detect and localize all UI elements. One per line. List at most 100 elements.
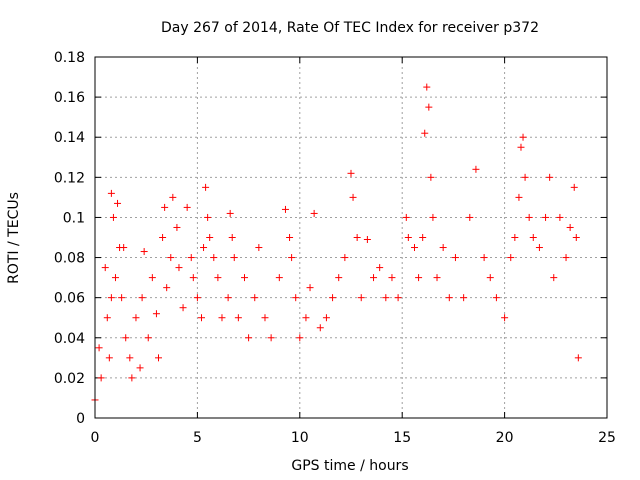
data-point xyxy=(210,254,218,262)
data-point xyxy=(466,213,474,221)
data-point xyxy=(267,334,275,342)
y-axis-label: ROTI / TECUs xyxy=(6,192,22,284)
data-point xyxy=(128,374,136,382)
data-point xyxy=(109,213,117,221)
data-point xyxy=(132,314,140,322)
data-point xyxy=(562,254,570,262)
data-point xyxy=(138,294,146,302)
data-point xyxy=(214,274,222,282)
data-point xyxy=(451,254,459,262)
plot-frame xyxy=(94,56,608,419)
data-point xyxy=(292,294,300,302)
y-tick-label: 0.04 xyxy=(54,331,85,347)
data-point xyxy=(460,294,468,302)
data-point xyxy=(341,254,349,262)
data-point xyxy=(105,354,113,362)
data-point xyxy=(353,234,361,241)
data-point xyxy=(126,354,134,362)
data-point xyxy=(296,334,304,342)
data-point xyxy=(226,209,234,217)
data-point xyxy=(388,274,396,282)
data-point xyxy=(429,213,437,221)
data-point xyxy=(419,234,427,241)
data-point xyxy=(275,274,283,282)
data-point xyxy=(556,213,564,221)
data-point xyxy=(535,244,543,252)
data-point xyxy=(550,274,558,282)
data-point xyxy=(507,254,515,262)
data-points xyxy=(91,83,582,404)
x-tick-label: 5 xyxy=(193,430,202,446)
data-point xyxy=(492,294,500,302)
data-point xyxy=(261,314,269,322)
x-tick-label: 20 xyxy=(496,430,514,446)
data-point xyxy=(370,274,378,282)
x-tick-label: 10 xyxy=(291,430,309,446)
data-point xyxy=(101,264,109,272)
data-point xyxy=(347,169,355,177)
data-point xyxy=(410,244,418,252)
data-point xyxy=(286,234,294,241)
data-point xyxy=(230,254,238,262)
data-point xyxy=(241,274,249,282)
data-point xyxy=(357,294,365,302)
data-point xyxy=(519,133,527,141)
data-point xyxy=(566,223,574,231)
y-tick-label: 0.08 xyxy=(54,251,85,267)
data-point xyxy=(173,223,181,231)
data-point xyxy=(288,254,296,262)
data-point xyxy=(118,294,126,302)
data-point xyxy=(306,284,314,292)
data-point xyxy=(329,294,337,302)
data-point xyxy=(169,193,177,201)
data-point xyxy=(224,294,232,302)
data-point xyxy=(486,274,494,282)
data-point xyxy=(382,294,390,302)
data-point xyxy=(363,236,371,244)
chart-title: Day 267 of 2014, Rate Of TEC Index for r… xyxy=(161,20,539,36)
data-point xyxy=(202,183,210,191)
data-point xyxy=(515,193,523,201)
data-point xyxy=(103,314,111,322)
data-point xyxy=(161,203,169,211)
axis-ticks: 0 5 10 15 20 25 0 0.02 0.04 0.06 0.08 0.1 0.12 0.14 0.… xyxy=(54,50,616,446)
data-point xyxy=(517,143,525,151)
data-point xyxy=(542,213,550,221)
data-point xyxy=(183,203,191,211)
data-point xyxy=(154,354,162,362)
data-point xyxy=(187,254,195,262)
data-point xyxy=(107,189,115,197)
data-point xyxy=(310,209,318,217)
data-point xyxy=(159,234,167,241)
y-tick-label: 0 xyxy=(76,411,85,427)
data-point xyxy=(521,173,529,181)
data-point xyxy=(255,244,263,252)
y-tick-label: 0.18 xyxy=(54,50,85,66)
data-point xyxy=(152,310,160,318)
data-point xyxy=(335,274,343,282)
y-tick-label: 0.02 xyxy=(54,371,85,387)
data-point xyxy=(218,314,226,322)
data-point xyxy=(189,274,197,282)
x-tick-label: 0 xyxy=(91,430,100,446)
data-point xyxy=(228,234,236,241)
data-point xyxy=(204,213,212,221)
data-point xyxy=(404,234,412,241)
data-point xyxy=(445,294,453,302)
data-point xyxy=(423,83,431,91)
data-point xyxy=(107,294,115,302)
data-point xyxy=(175,264,183,272)
data-point xyxy=(472,165,480,173)
data-point xyxy=(425,103,433,111)
data-point xyxy=(97,374,105,382)
data-point xyxy=(163,284,171,292)
data-point xyxy=(349,193,357,201)
data-point xyxy=(148,274,156,282)
data-point xyxy=(95,344,103,352)
data-point xyxy=(376,264,384,272)
data-point xyxy=(421,129,429,137)
data-point xyxy=(302,314,310,322)
data-point xyxy=(193,294,201,302)
y-tick-label: 0.06 xyxy=(54,291,85,307)
